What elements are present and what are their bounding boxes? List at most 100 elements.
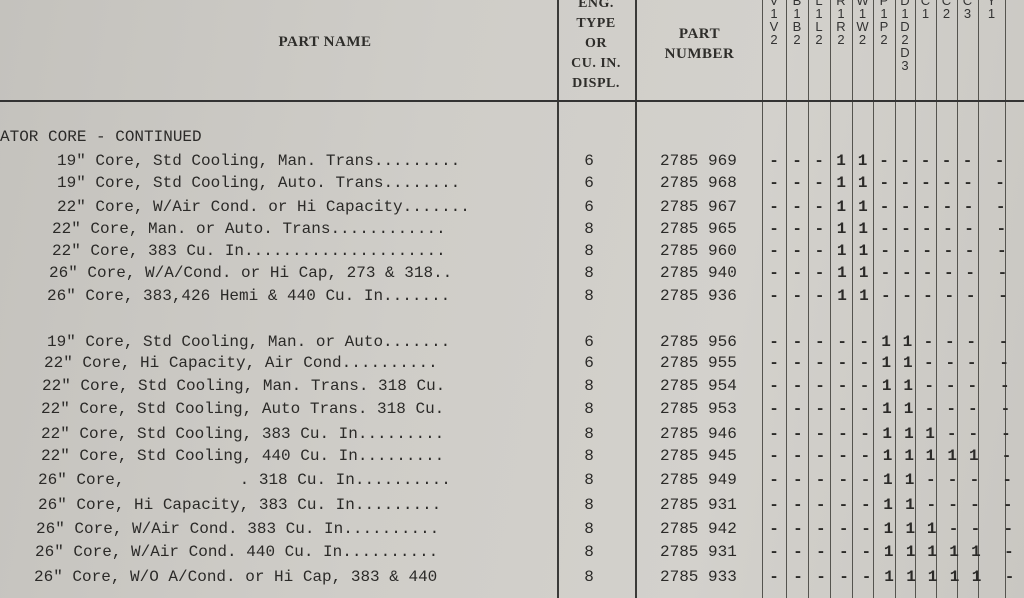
model-fit-mark: - — [792, 333, 803, 351]
model-fit-mark: - — [814, 220, 825, 238]
part-name-cell: 26" Core, W/O A/Cond. or Hi Cap, 383 & 4… — [34, 568, 438, 586]
model-fit-mark: 1 — [883, 520, 894, 538]
model-fit-mark: - — [839, 568, 849, 586]
part-number-cell: 2785 945 — [660, 447, 737, 465]
model-fit-mark: - — [769, 242, 779, 260]
model-fit-mark: - — [837, 400, 848, 418]
model-column-header-char: 2 — [942, 6, 951, 21]
model-fit-mark: - — [998, 333, 1009, 351]
model-fit-mark: 1 — [881, 333, 891, 351]
model-fit-mark: - — [1002, 496, 1013, 514]
model-fit-mark: - — [861, 568, 872, 586]
model-fit-mark: - — [815, 425, 826, 443]
part-number-cell: 2785 960 — [660, 242, 737, 260]
model-fit-mark: 1 — [904, 425, 914, 443]
model-fit-mark: 1 — [906, 568, 916, 586]
column-divider — [957, 0, 958, 598]
model-fit-mark: - — [923, 287, 933, 305]
table-row: 19" Core, Std Cooling, Man. Trans.......… — [0, 150, 1024, 172]
model-fit-mark: - — [814, 174, 824, 192]
model-fit-mark: - — [926, 471, 936, 489]
eng-type-header-line: DISPL. — [572, 76, 620, 91]
part-name-cell: 22" Core, Std Cooling, 383 Cu. In.......… — [41, 425, 445, 443]
part-name-cell: 26" Core, W/Air Cond. 383 Cu. In........… — [36, 520, 440, 538]
part-number-cell: 2785 931 — [660, 543, 737, 561]
model-fit-mark: - — [964, 242, 975, 260]
model-column-header-char: D — [900, 45, 910, 60]
model-column-header-char: 1 — [987, 6, 996, 21]
column-divider — [762, 0, 763, 598]
model-fit-mark: - — [880, 220, 890, 238]
model-fit-mark: 1 — [971, 568, 982, 586]
model-column-header-char: C — [920, 0, 931, 8]
model-fit-mark: 1 — [905, 520, 916, 538]
part-name-cell: 22" Core, Man. or Auto. Trans...........… — [52, 220, 446, 238]
model-fit-mark: - — [815, 400, 825, 418]
column-header-eng-type: ENG. TYPE OR CU. IN. DISPL. — [557, 0, 635, 94]
model-fit-mark: 1 — [881, 354, 892, 372]
model-fit-mark: - — [860, 447, 871, 465]
model-fit-mark: - — [924, 377, 934, 395]
part-name-cell: 26" Core, W/A/Cond. or Hi Cap, 273 & 318… — [49, 264, 453, 282]
model-fit-mark: - — [968, 425, 979, 443]
engine-type-cell: 8 — [584, 264, 594, 282]
part-name-cell: 26" Core, Hi Capacity, 383 Cu. In.......… — [38, 496, 442, 514]
engine-type-cell: 6 — [584, 198, 594, 216]
model-fit-mark: - — [1001, 447, 1012, 465]
part-name-cell: 19" Core, Std Cooling, Auto. Trans......… — [57, 174, 461, 192]
model-fit-mark: - — [942, 198, 953, 216]
model-column-header-char: C — [962, 0, 973, 8]
engine-type-cell: 8 — [584, 377, 594, 395]
model-column-header-char: V — [769, 19, 779, 34]
model-fit-mark: - — [947, 471, 958, 489]
model-column-header-char: 3 — [963, 6, 972, 21]
model-fit-mark: - — [860, 471, 871, 489]
part-number-header-line: PART — [678, 26, 721, 42]
part-number-header-line: NUMBER — [664, 46, 735, 62]
column-divider — [557, 0, 559, 598]
model-fit-mark: 1 — [859, 287, 869, 305]
table-row: 22" Core, Std Cooling, 383 Cu. In.......… — [0, 423, 1024, 445]
column-divider — [635, 0, 637, 598]
part-number-cell: 2785 949 — [660, 471, 737, 489]
model-fit-mark: - — [944, 287, 955, 305]
model-fit-mark: - — [995, 174, 1005, 192]
model-fit-mark: - — [970, 496, 980, 514]
header-divider — [0, 100, 1024, 102]
model-column-header-char: 2 — [815, 32, 823, 47]
model-fit-mark: - — [923, 354, 934, 372]
model-fit-mark: - — [769, 447, 779, 465]
model-fit-mark: - — [880, 264, 891, 282]
model-fit-mark: - — [900, 198, 911, 216]
part-name-cell: 26" Core, 383,426 Hemi & 440 Cu. In.....… — [47, 287, 451, 305]
model-fit-mark: 1 — [949, 543, 959, 561]
model-fit-mark: 1 — [884, 568, 894, 586]
model-column-header-char: 1 — [921, 6, 930, 21]
model-column-header-char: 3 — [901, 58, 909, 73]
part-number-cell: 2785 933 — [660, 568, 737, 586]
model-fit-mark: 1 — [902, 333, 913, 351]
model-fit-mark: - — [901, 264, 912, 282]
engine-type-cell: 8 — [584, 447, 594, 465]
model-fit-mark: 1 — [857, 152, 868, 170]
part-number-cell: 2785 967 — [660, 198, 737, 216]
model-fit-mark: - — [948, 520, 959, 538]
part-number-cell: 2785 956 — [660, 333, 737, 351]
engine-type-cell: 8 — [584, 568, 594, 586]
part-name-cell: 26" Core, . 318 Cu. In.......... — [38, 471, 451, 489]
model-fit-mark: 1 — [927, 568, 938, 586]
model-fit-mark: - — [860, 496, 871, 514]
model-fit-mark: - — [1004, 543, 1014, 561]
model-fit-mark: - — [879, 152, 889, 170]
model-fit-mark: - — [962, 152, 973, 170]
column-header-part-number: PART NUMBER — [637, 24, 762, 64]
model-fit-mark: - — [948, 496, 958, 514]
model-fit-mark: - — [814, 287, 825, 305]
engine-type-cell: 8 — [584, 220, 594, 238]
model-fit-mark: - — [879, 174, 890, 192]
model-fit-mark: 1 — [971, 543, 981, 561]
column-divider — [852, 0, 853, 598]
